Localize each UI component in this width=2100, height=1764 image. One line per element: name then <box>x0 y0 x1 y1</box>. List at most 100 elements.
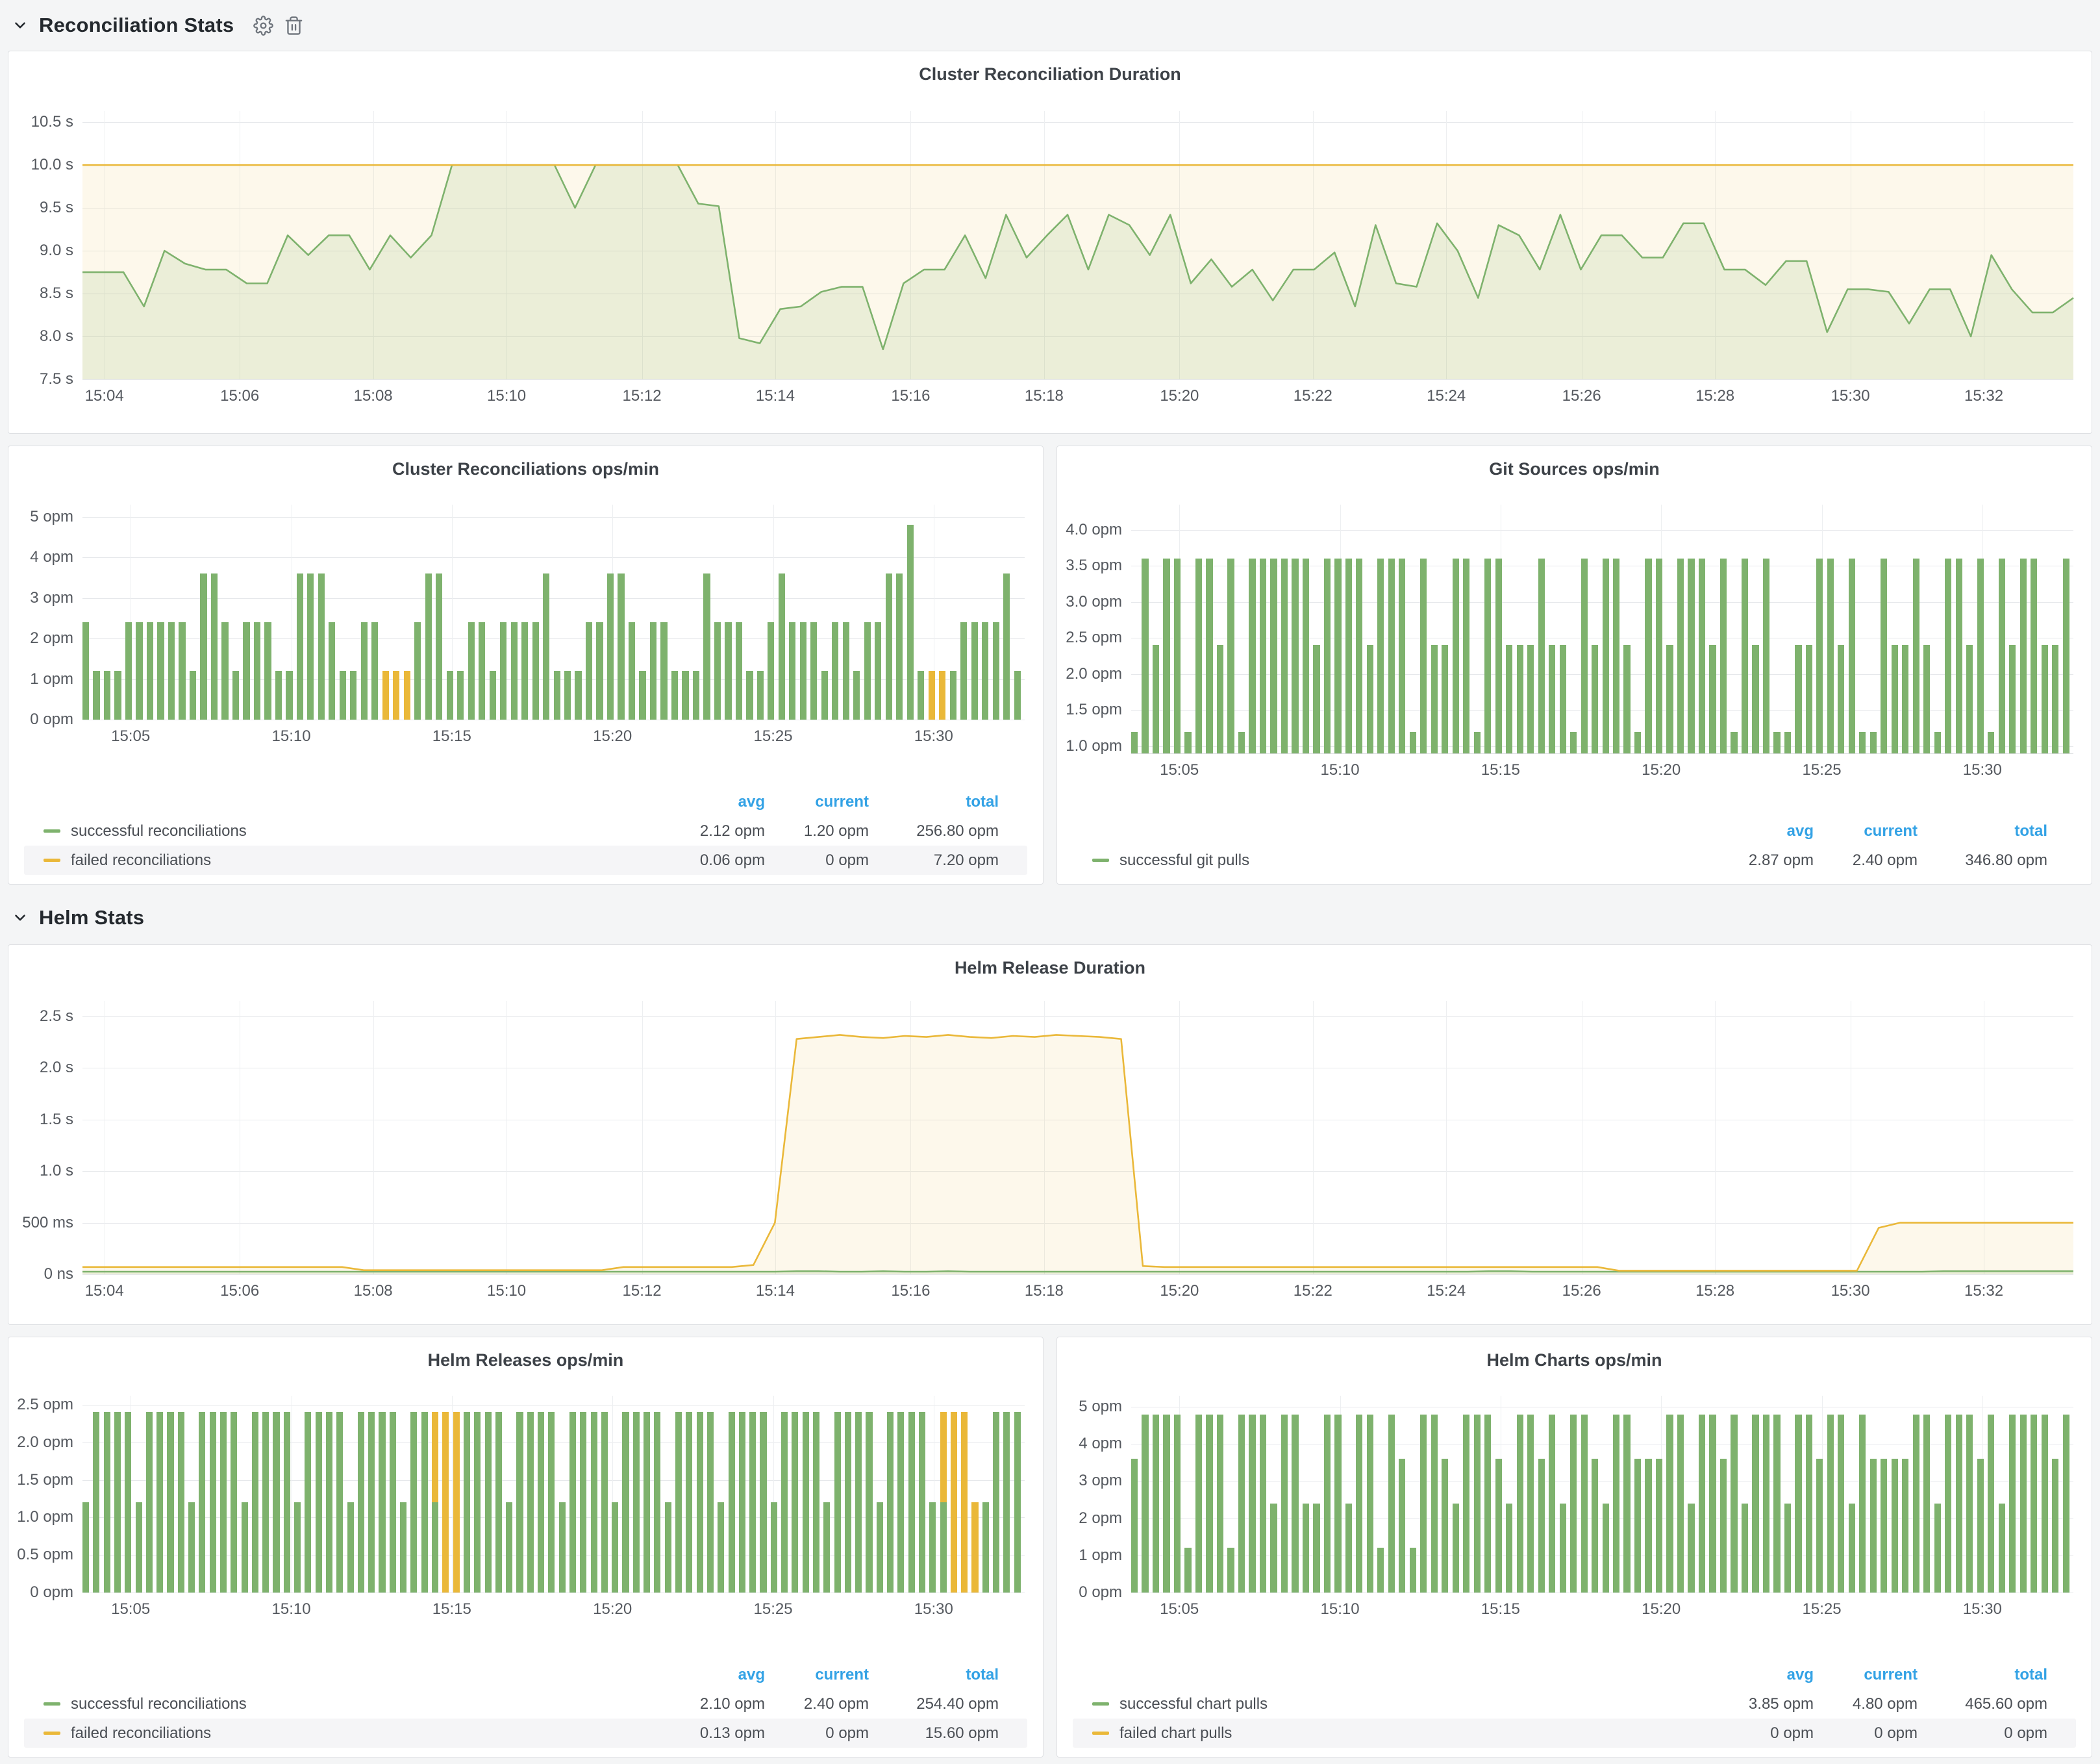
bar-failed[interactable] <box>432 1412 439 1503</box>
bar-successful[interactable] <box>1463 1414 1470 1593</box>
bar-successful[interactable] <box>649 622 657 720</box>
bar-successful[interactable] <box>1366 645 1373 753</box>
bar-successful[interactable] <box>210 573 218 720</box>
bar-successful[interactable] <box>521 622 529 720</box>
bar-successful[interactable] <box>1773 1414 1781 1593</box>
bar-successful[interactable] <box>145 1412 153 1593</box>
bar-successful[interactable] <box>2041 645 2048 753</box>
helm-charts-opm-chart[interactable]: 5 opm 4 opm 3 opm 2 opm 1 opm 0 opm 15:05 15:10… <box>1079 1396 2073 1618</box>
bar-successful[interactable] <box>1719 1459 1727 1593</box>
bar-successful[interactable] <box>1463 559 1470 753</box>
bar-successful[interactable] <box>1869 731 1877 753</box>
bar-successful[interactable] <box>1570 731 1577 753</box>
bar-successful[interactable] <box>329 622 336 720</box>
bar-successful[interactable] <box>350 671 357 720</box>
bar-successful[interactable] <box>1527 1414 1534 1593</box>
bar-successful[interactable] <box>1334 1414 1342 1593</box>
bar-successful[interactable] <box>1131 731 1138 753</box>
bar-successful[interactable] <box>1484 559 1492 753</box>
bar-successful[interactable] <box>114 1412 121 1593</box>
bar-successful[interactable] <box>1495 559 1502 753</box>
bar-successful[interactable] <box>596 622 603 720</box>
panel-title[interactable]: Git Sources ops/min <box>1489 459 1660 479</box>
bar-successful[interactable] <box>1345 559 1352 753</box>
bar-successful[interactable] <box>283 1412 290 1593</box>
helm-releases-opm-chart[interactable]: 2.5 opm 2.0 opm 1.5 opm 1.0 opm 0.5 opm 0 opm… <box>17 1396 1025 1618</box>
bar-successful[interactable] <box>823 1502 831 1593</box>
bar-successful[interactable] <box>1484 1414 1492 1593</box>
bar-successful[interactable] <box>1741 559 1749 753</box>
bar-successful[interactable] <box>992 622 999 720</box>
bar-successful[interactable] <box>1323 559 1331 753</box>
legend-column-total[interactable]: total <box>966 1665 999 1683</box>
bar-successful[interactable] <box>929 1502 936 1593</box>
bar-successful[interactable] <box>906 525 914 720</box>
bar-successful[interactable] <box>318 573 325 720</box>
bar-successful[interactable] <box>379 1412 386 1593</box>
series-label[interactable]: failed reconciliations <box>71 851 212 869</box>
bar-successful[interactable] <box>639 671 646 720</box>
section-title[interactable]: Reconciliation Stats <box>39 14 234 36</box>
bar-successful[interactable] <box>339 671 346 720</box>
bar-successful[interactable] <box>1623 1414 1631 1593</box>
bar-successful[interactable] <box>1238 731 1245 753</box>
bar-successful[interactable] <box>221 622 229 720</box>
bar-successful[interactable] <box>1559 645 1566 753</box>
section-title[interactable]: Helm Stats <box>39 906 145 929</box>
bar-successful[interactable] <box>1719 559 1727 753</box>
bar-successful[interactable] <box>834 1412 841 1593</box>
bar-successful[interactable] <box>971 622 978 720</box>
bar-successful[interactable] <box>1281 559 1288 753</box>
bar-successful[interactable] <box>400 1502 407 1593</box>
bar-successful[interactable] <box>1399 1459 1406 1593</box>
bar-successful[interactable] <box>580 1412 587 1593</box>
bar-successful[interactable] <box>82 622 90 720</box>
bar-successful[interactable] <box>516 1412 523 1593</box>
bar-successful[interactable] <box>1570 1414 1577 1593</box>
bar-successful[interactable] <box>489 671 496 720</box>
bar-successful[interactable] <box>125 1412 132 1593</box>
bar-successful[interactable] <box>243 622 250 720</box>
bar-successful[interactable] <box>1666 1414 1673 1593</box>
bar-successful[interactable] <box>457 671 464 720</box>
bar-successful[interactable] <box>336 1412 344 1593</box>
bar-successful[interactable] <box>1549 645 1556 753</box>
bar-successful[interactable] <box>887 1412 894 1593</box>
bar-successful[interactable] <box>746 671 753 720</box>
bar-successful[interactable] <box>553 671 560 720</box>
bar-successful[interactable] <box>307 573 314 720</box>
bar-successful[interactable] <box>2052 1459 2059 1593</box>
bar-successful[interactable] <box>103 671 111 720</box>
bar-successful[interactable] <box>622 1412 629 1593</box>
bar-successful[interactable] <box>781 1412 788 1593</box>
bar-successful[interactable] <box>200 573 207 720</box>
bar-successful[interactable] <box>1409 1548 1416 1593</box>
bar-successful[interactable] <box>1259 559 1267 753</box>
bar-successful[interactable] <box>1270 1503 1277 1593</box>
bar-successful[interactable] <box>1377 1548 1384 1593</box>
bar-successful[interactable] <box>714 622 721 720</box>
bar-successful[interactable] <box>1431 1414 1438 1593</box>
bar-successful[interactable] <box>1014 671 1021 720</box>
bar-successful[interactable] <box>1409 731 1416 753</box>
bar-successful[interactable] <box>1302 559 1310 753</box>
legend-column-avg[interactable]: avg <box>1786 1665 1814 1683</box>
bar-successful[interactable] <box>866 1412 873 1593</box>
bar-successful[interactable] <box>982 1502 989 1593</box>
bar-successful[interactable] <box>1506 1503 1513 1593</box>
chevron-down-icon[interactable] <box>12 17 29 34</box>
legend-column-current[interactable]: current <box>1864 1665 1918 1683</box>
bar-successful[interactable] <box>1923 1414 1931 1593</box>
bar-successful[interactable] <box>1206 1414 1213 1593</box>
bar-successful[interactable] <box>1592 1459 1599 1593</box>
bar-successful[interactable] <box>2052 645 2059 753</box>
bar-successful[interactable] <box>1014 1412 1021 1593</box>
bar-successful[interactable] <box>1645 1459 1652 1593</box>
bar-successful[interactable] <box>1731 731 1738 753</box>
bar-successful[interactable] <box>296 573 303 720</box>
bar-successful[interactable] <box>506 1502 513 1593</box>
bar-successful[interactable] <box>1805 645 1812 753</box>
bar-successful[interactable] <box>188 1502 195 1593</box>
bar-successful[interactable] <box>286 671 293 720</box>
bar-successful[interactable] <box>728 1412 735 1593</box>
